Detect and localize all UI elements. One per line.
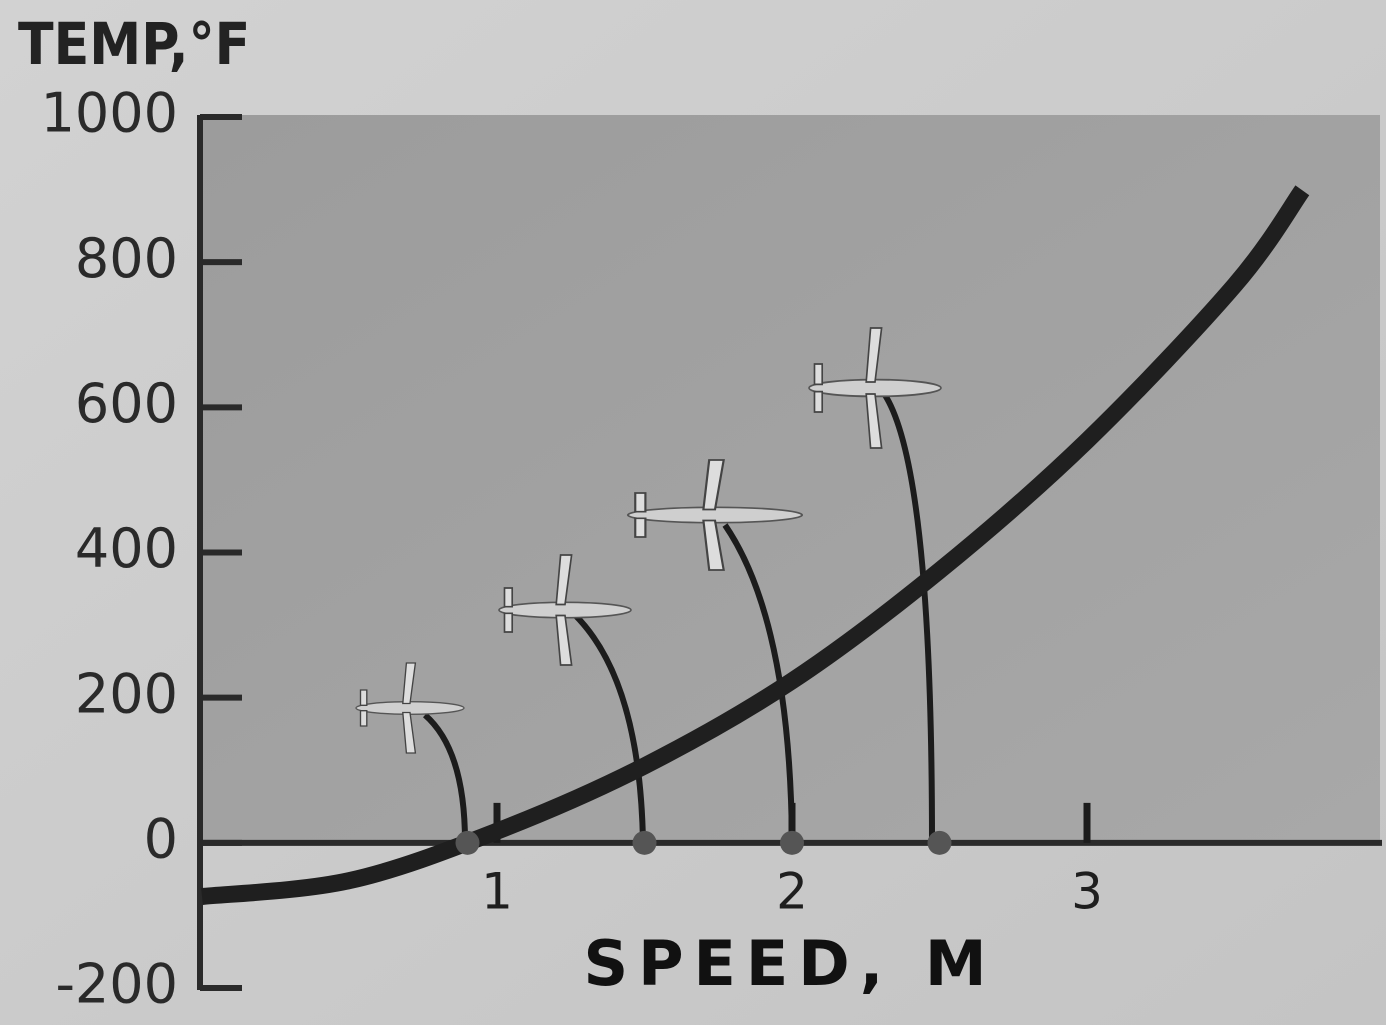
speed-marker xyxy=(928,831,952,855)
plot-area xyxy=(200,115,1380,842)
x-axis-title: SPEED, M xyxy=(583,927,996,1000)
x-tick-label: 2 xyxy=(776,862,808,920)
y-tick-label: 600 xyxy=(75,372,178,435)
y-tick-label: 200 xyxy=(75,662,178,725)
x-tick-label: 3 xyxy=(1071,862,1103,920)
y-tick-label: -200 xyxy=(55,953,178,1016)
y-tick-label: 800 xyxy=(75,227,178,290)
speed-marker xyxy=(633,831,657,855)
page: {"chart_data": {"type": "line", "title":… xyxy=(0,0,1386,1025)
chart: TEMP,°F SPEED, M -200 0 200 400 600 800 1000 1 2… xyxy=(0,0,1386,1025)
y-tick-label: 400 xyxy=(75,517,178,580)
x-tick-label: 1 xyxy=(481,862,513,920)
y-tick-label: 0 xyxy=(144,807,178,870)
speed-marker xyxy=(456,831,480,855)
y-axis-title: TEMP,°F xyxy=(18,10,250,78)
speed-marker xyxy=(780,831,804,855)
y-tick-label: 1000 xyxy=(41,82,178,145)
